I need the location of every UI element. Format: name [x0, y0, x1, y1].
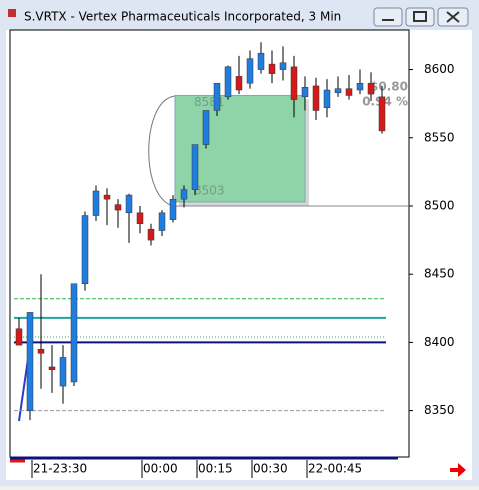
candle-body: [15, 328, 23, 346]
candle-body: [224, 66, 232, 98]
candle-body: [279, 62, 287, 70]
candle-body: [334, 88, 342, 94]
x-tick-label: 00:00: [143, 462, 178, 476]
x-tick-label: 00:30: [253, 462, 288, 476]
window-title: S.VRTX - Vertex Pharmaceuticals Incorpor…: [24, 10, 341, 24]
candle-body: [125, 194, 133, 214]
y-tick-label: 8450: [424, 267, 455, 281]
candle-body: [81, 215, 89, 284]
candle-body: [323, 89, 331, 109]
candle-body: [213, 82, 221, 111]
candle-body: [191, 144, 199, 190]
x-tick-label: 21-23:30: [33, 462, 87, 476]
candle-body: [202, 110, 210, 145]
candle-body: [147, 228, 155, 241]
candle-body: [180, 189, 188, 200]
candle-body: [301, 87, 309, 98]
candle-body: [257, 52, 265, 70]
candle-body: [92, 190, 100, 216]
candle-body: [136, 212, 144, 224]
y-tick-label: 8550: [424, 130, 455, 144]
y-tick-label: 8600: [424, 62, 455, 76]
candle-body: [235, 76, 243, 91]
candle-body: [48, 366, 56, 370]
y-tick-label: 8400: [424, 335, 455, 349]
minimize-button[interactable]: [373, 7, 403, 27]
x-tick-label: 00:15: [198, 462, 233, 476]
candle-body: [312, 85, 320, 111]
y-tick-label: 8500: [424, 198, 455, 212]
maximize-button[interactable]: [405, 7, 435, 27]
x-tick-label: 22-00:45: [308, 462, 362, 476]
candle-body: [26, 312, 34, 411]
candle-body: [268, 63, 276, 74]
candle-body: [37, 348, 45, 354]
candle-body: [169, 198, 177, 220]
candle-body: [103, 194, 111, 200]
candle-body: [345, 88, 353, 96]
y-tick-label: 8350: [424, 403, 455, 417]
candle-body: [378, 96, 386, 132]
candle-body: [356, 82, 364, 91]
candle-body: [158, 212, 166, 231]
candle-body: [367, 82, 375, 95]
app-icon: [8, 9, 16, 17]
zone-low-label: 8503: [194, 183, 225, 197]
scroll-arrow[interactable]: [450, 463, 466, 477]
window-controls[interactable]: [373, 7, 469, 27]
annotation: $0.80: [370, 80, 408, 94]
candle-body: [246, 58, 254, 84]
candle-body: [114, 204, 122, 211]
candle-body: [59, 357, 67, 387]
candle-body: [70, 283, 78, 383]
candle-body: [290, 66, 298, 100]
zone-arc: [148, 95, 176, 207]
